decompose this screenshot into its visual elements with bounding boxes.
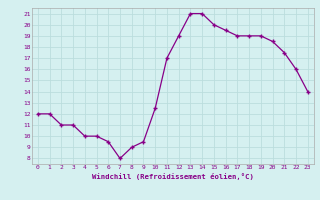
X-axis label: Windchill (Refroidissement éolien,°C): Windchill (Refroidissement éolien,°C) (92, 173, 254, 180)
